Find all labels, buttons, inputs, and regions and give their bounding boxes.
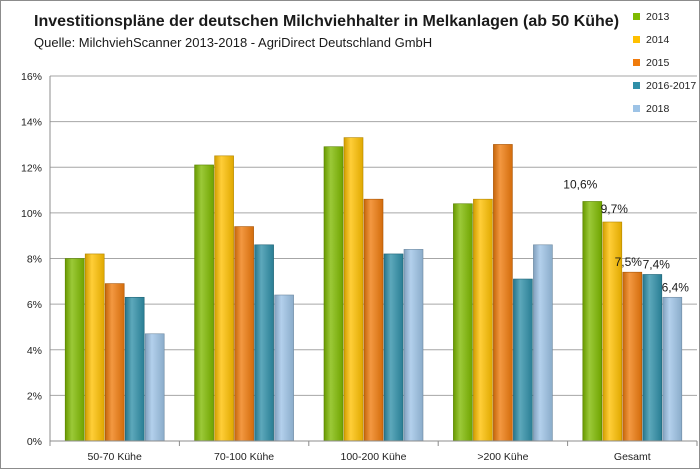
bar-2013-Gesamt	[582, 201, 603, 442]
chart-subtitle: Quelle: MilchviehScanner 2013-2018 - Agr…	[34, 35, 432, 50]
y-tick-label: 6%	[27, 299, 42, 311]
x-category-label: 50-70 Kühe	[88, 451, 142, 463]
legend-label: 2013	[646, 11, 670, 23]
bar-2018-50-70-K-he	[144, 333, 165, 442]
bar-2015--200-K-he	[493, 144, 513, 442]
y-tick-label: 10%	[21, 208, 42, 220]
bar-2018--200-K-he	[533, 244, 553, 442]
bar-2014-100-200-K-he	[343, 137, 364, 442]
bar-2013-50-70-K-he	[64, 258, 85, 442]
bar-2016-2017-50-70-K-he	[124, 296, 145, 442]
x-category-label: 100-200 Kühe	[341, 451, 407, 463]
data-label-2018: 6,4%	[662, 280, 690, 294]
bar-2016-2017-70-100-K-he	[254, 244, 274, 442]
legend-label: 2015	[646, 57, 670, 69]
bar-2015-50-70-K-he	[104, 283, 125, 442]
bar-2016-2017--200-K-he	[513, 278, 533, 442]
legend-label: 2014	[646, 34, 670, 46]
x-category-label: Gesamt	[614, 451, 651, 463]
legend-label: 2016-2017	[646, 80, 696, 92]
y-tick-label: 12%	[21, 162, 42, 174]
bar-2013-70-100-K-he	[194, 164, 214, 442]
bar-2015-Gesamt	[622, 271, 643, 442]
data-label-2014: 9,7%	[601, 202, 629, 216]
bar-2013-100-200-K-he	[323, 146, 344, 442]
y-tick-label: 16%	[21, 71, 42, 83]
bar-2015-70-100-K-he	[234, 226, 254, 442]
y-tick-label: 2%	[27, 390, 42, 402]
legend-swatch	[633, 82, 640, 89]
bar-2016-2017-Gesamt	[642, 274, 663, 442]
bar-2014-70-100-K-he	[214, 155, 234, 442]
y-axis-tick-labels: 0% 2% 4% 6% 8% 10% 12% 14% 16%	[21, 71, 42, 448]
bar-2018-100-200-K-he	[403, 249, 424, 442]
data-label-2015: 7,5%	[615, 255, 643, 269]
bar-2013--200-K-he	[453, 203, 473, 442]
legend-swatch	[633, 105, 640, 112]
y-tick-label: 8%	[27, 254, 42, 266]
x-category-label: 70-100 Kühe	[214, 451, 274, 463]
bar-2015-100-200-K-he	[363, 198, 384, 442]
chart-title: Investitionspläne der deutschen Milchvie…	[34, 13, 619, 30]
x-category-label: >200 Kühe	[477, 451, 528, 463]
y-tick-label: 0%	[27, 436, 42, 448]
data-label-2013: 10,6%	[563, 177, 597, 191]
bar-2018-Gesamt	[662, 296, 683, 442]
bar-2014--200-K-he	[473, 198, 493, 442]
legend-swatch	[633, 59, 640, 66]
legend-swatch	[633, 36, 640, 43]
bars	[64, 137, 683, 442]
x-axis-category-labels: 50-70 Kühe 70-100 Kühe 100-200 Kühe >200 Kü…	[88, 451, 651, 463]
axes	[49, 76, 698, 446]
data-labels: 10,6% 9,7% 7,5% 7,4% 6,4%	[563, 177, 689, 294]
legend: 2013 2014 2015 2016-2017 2018	[633, 11, 696, 115]
data-label-2016-2017: 7,4%	[643, 257, 671, 271]
bar-2018-70-100-K-he	[274, 294, 294, 442]
y-tick-label: 4%	[27, 345, 42, 357]
bar-2016-2017-100-200-K-he	[383, 253, 404, 442]
legend-label: 2018	[646, 103, 670, 115]
legend-swatch	[633, 13, 640, 20]
bar-2014-50-70-K-he	[84, 253, 105, 442]
y-tick-label: 14%	[21, 117, 42, 129]
